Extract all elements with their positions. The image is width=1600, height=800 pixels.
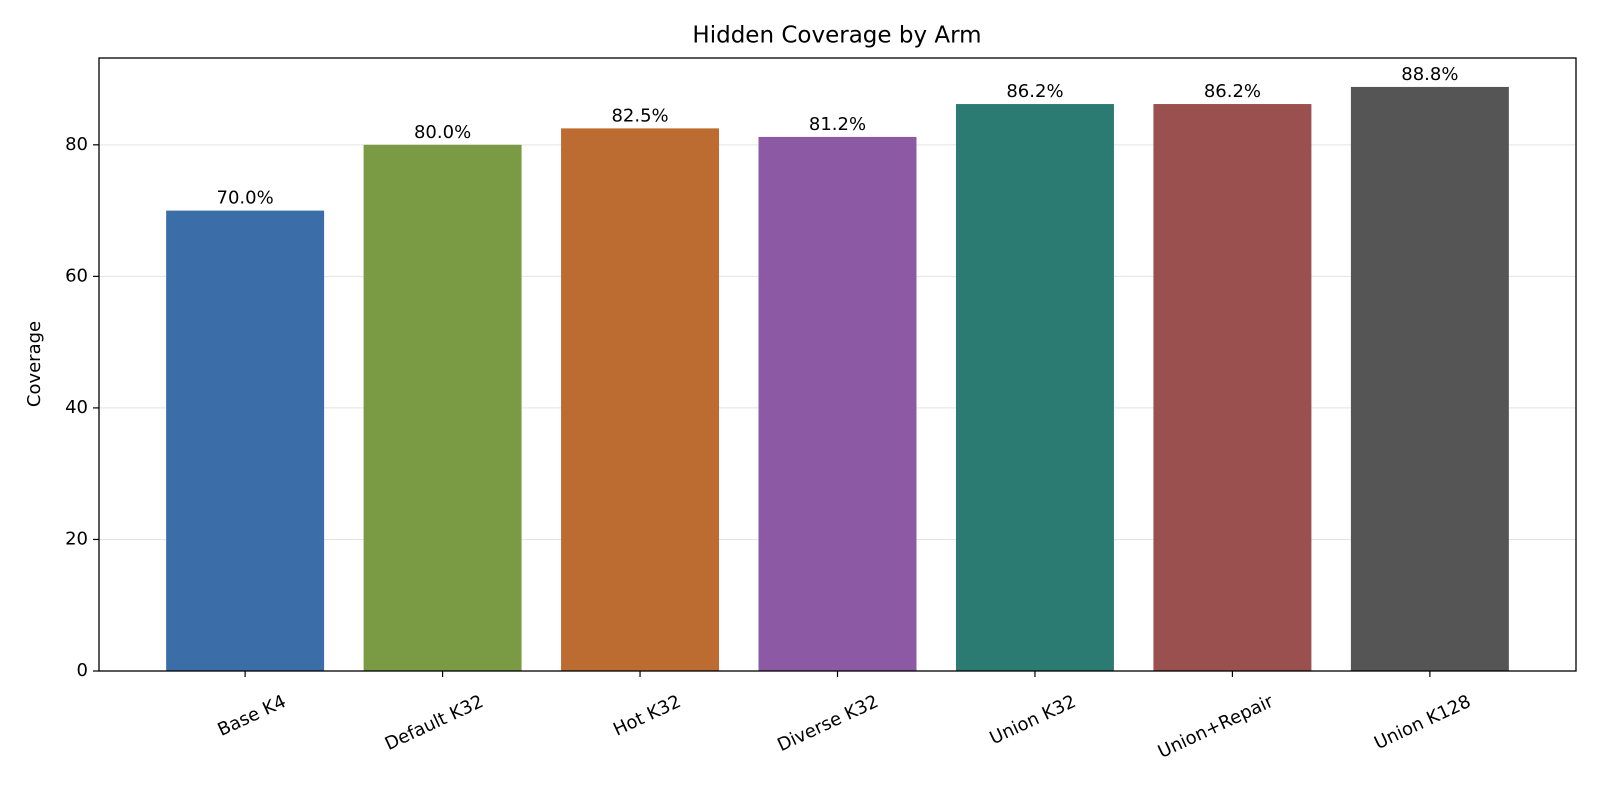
chart-title: Hidden Coverage by Arm — [692, 23, 981, 49]
bar — [758, 136, 917, 672]
x-tick-label: Hot K32 — [610, 691, 684, 740]
value-label: 88.8% — [1401, 64, 1458, 85]
x-tick-label: Union K128 — [1371, 691, 1474, 754]
bar — [363, 144, 522, 671]
y-tick-label: 80 — [65, 134, 88, 155]
x-tick-label: Default K32 — [382, 691, 487, 755]
value-label: 86.2% — [1006, 81, 1063, 102]
bar — [561, 128, 720, 672]
value-label: 82.5% — [611, 105, 668, 126]
bar — [166, 210, 325, 671]
value-label: 80.0% — [414, 122, 471, 143]
x-tick-label: Base K4 — [214, 691, 289, 741]
y-axis-label: Coverage — [24, 321, 45, 407]
value-label: 81.2% — [809, 114, 866, 135]
bar — [955, 104, 1114, 671]
x-tick-label: Diverse K32 — [774, 691, 882, 756]
y-tick-label: 20 — [65, 528, 88, 549]
y-tick-label: 60 — [65, 265, 88, 286]
x-tick-label: Union K32 — [987, 691, 1080, 749]
y-tick-label: 40 — [65, 397, 88, 418]
bar — [1350, 86, 1509, 671]
y-tick-label: 0 — [77, 660, 88, 681]
bar — [1153, 104, 1312, 671]
value-label: 70.0% — [217, 188, 274, 209]
value-label: 86.2% — [1204, 81, 1261, 102]
plot-frame — [98, 57, 1577, 672]
x-tick-label: Union+Repair — [1155, 691, 1277, 763]
